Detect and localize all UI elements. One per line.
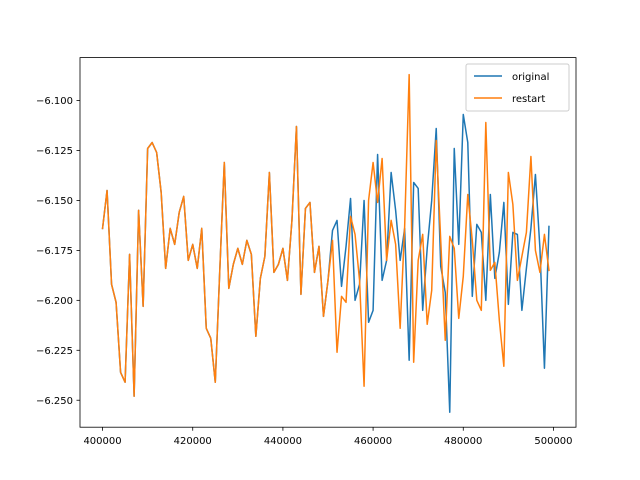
x-tick-label: 460000 — [354, 436, 392, 447]
axes-frame — [79, 57, 577, 428]
y-tick-label: −6.250 — [36, 396, 73, 407]
legend-label-restart: restart — [512, 94, 545, 105]
x-tick-label: 480000 — [444, 436, 482, 447]
y-axis-ticks: −6.250 −6.225 −6.200 −6.175 −6.150 −6.125 −6.1… — [36, 96, 80, 407]
y-tick-label: −6.100 — [36, 96, 73, 107]
x-tick-label: 400000 — [83, 436, 121, 447]
y-tick-label: −6.150 — [36, 196, 73, 207]
x-tick-label: 440000 — [264, 436, 302, 447]
x-tick-label: 420000 — [174, 436, 212, 447]
y-tick-label: −6.125 — [36, 146, 73, 157]
plot-lines — [101, 73, 550, 413]
y-tick-label: −6.225 — [36, 346, 73, 357]
y-tick-label: −6.175 — [36, 246, 73, 257]
legend: original restart — [465, 63, 570, 112]
x-axis-ticks: 400000 420000 440000 460000 480000 500000 — [83, 427, 573, 447]
y-tick-label: −6.200 — [36, 296, 73, 307]
legend-label-original: original — [512, 72, 549, 83]
series-line-restart — [101, 73, 550, 397]
x-tick-label: 500000 — [534, 436, 572, 447]
